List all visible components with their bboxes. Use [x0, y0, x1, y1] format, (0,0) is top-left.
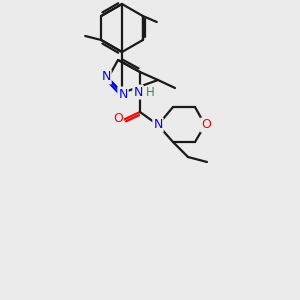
Text: N: N — [118, 88, 128, 100]
Text: N: N — [153, 118, 163, 131]
Text: O: O — [113, 112, 123, 125]
Text: O: O — [201, 118, 211, 131]
Text: N: N — [101, 70, 111, 83]
Text: N: N — [133, 85, 143, 98]
Text: H: H — [146, 85, 154, 98]
